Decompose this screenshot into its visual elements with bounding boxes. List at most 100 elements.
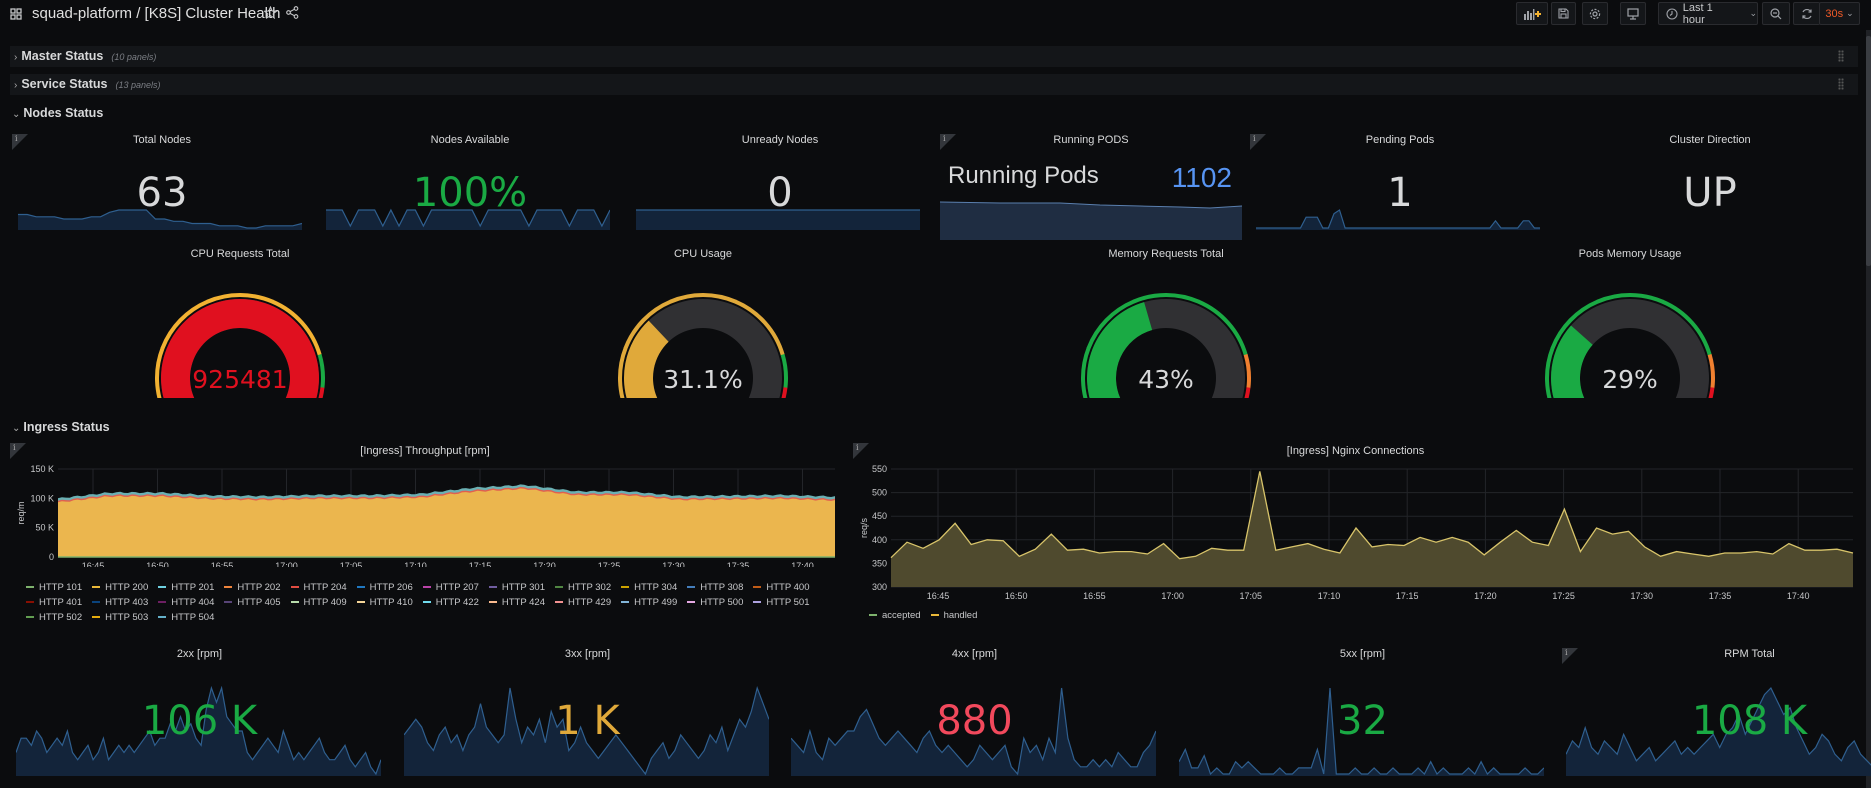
legend-swatch xyxy=(158,601,167,604)
legend-label: HTTP 404 xyxy=(171,597,215,608)
panel-nodes-available[interactable]: Nodes Available 100% xyxy=(320,134,620,234)
legend-item[interactable]: HTTP 409 xyxy=(290,595,347,610)
star-icon[interactable] xyxy=(264,6,277,19)
dashboard-title[interactable]: squad-platform / [K8S] Cluster Health xyxy=(32,5,281,22)
info-icon[interactable]: i xyxy=(853,443,869,459)
settings-button[interactable] xyxy=(1582,2,1608,25)
legend-item[interactable]: HTTP 204 xyxy=(290,580,347,595)
panel-pending-pods[interactable]: i Pending Pods 1 xyxy=(1250,134,1550,234)
refresh-interval-picker[interactable]: 30s ⌄ xyxy=(1819,2,1860,25)
legend-item[interactable]: HTTP 206 xyxy=(356,580,413,595)
legend-item[interactable]: HTTP 200 xyxy=(92,580,148,595)
legend-item[interactable]: HTTP 422 xyxy=(422,595,479,610)
legend-item[interactable]: accepted xyxy=(869,610,921,621)
legend-item[interactable]: HTTP 207 xyxy=(422,580,479,595)
legend-item[interactable]: HTTP 503 xyxy=(92,610,148,625)
page-scrollbar[interactable] xyxy=(1866,30,1871,788)
chevron-down-icon: ⌄ xyxy=(1846,8,1854,18)
y-tick-label: 550 xyxy=(872,464,887,474)
gauge-panel-pods-memory-usage[interactable]: Pods Memory Usage 29% xyxy=(1430,248,1830,398)
zoom-out-button[interactable] xyxy=(1762,2,1790,25)
gauge-value: 31.1% xyxy=(663,365,742,394)
legend-item[interactable]: HTTP 202 xyxy=(224,580,281,595)
panel-3xx-rpm-[interactable]: 3xx [rpm] 1 K xyxy=(400,648,775,778)
legend-label: HTTP 200 xyxy=(105,582,149,593)
throughput-chart[interactable]: 150 K 100 K 50 K 0 req/m 16:45 16:50 16:55 17:00… xyxy=(10,457,840,567)
gauge-panel-cpu-usage[interactable]: CPU Usage 31.1% xyxy=(503,248,903,398)
series-line-handled xyxy=(890,471,1854,560)
gauge-value: 43% xyxy=(1138,365,1194,394)
legend-label: HTTP 204 xyxy=(303,582,347,593)
legend-item[interactable]: HTTP 500 xyxy=(687,595,743,610)
info-icon[interactable]: i xyxy=(12,134,28,150)
legend-item[interactable]: HTTP 499 xyxy=(621,595,677,610)
gauge-threshold-segment xyxy=(669,293,737,304)
stat-sparkline xyxy=(16,686,381,776)
legend-item[interactable]: HTTP 101 xyxy=(26,580,82,595)
panel-rpm-total[interactable]: i RPM Total 108 K xyxy=(1562,648,1871,778)
panel-cluster-direction[interactable]: Cluster Direction UP xyxy=(1560,134,1860,234)
nginx-connections-chart[interactable]: 550 500 450 400 350 300 req/s 16:45 16:50 16:55 17… xyxy=(853,457,1858,617)
row-nodes-status[interactable]: ⌄ Nodes Status xyxy=(12,106,103,120)
refresh-icon xyxy=(1802,8,1812,19)
tv-mode-button[interactable] xyxy=(1620,2,1646,25)
panel-title: Unready Nodes xyxy=(741,134,819,146)
panel-5xx-rpm-[interactable]: 5xx [rpm] 32 xyxy=(1175,648,1550,778)
legend-item[interactable]: HTTP 410 xyxy=(356,595,413,610)
x-tick-label: 16:50 xyxy=(1005,591,1028,601)
legend-swatch xyxy=(26,586,34,589)
time-range-picker[interactable]: Last 1 hour ⌄ xyxy=(1658,2,1758,26)
info-icon[interactable]: i xyxy=(10,443,26,459)
legend-item[interactable]: HTTP 308 xyxy=(687,580,743,595)
stat-value: 0 xyxy=(767,170,793,216)
legend-item[interactable]: HTTP 429 xyxy=(555,595,611,610)
sparkline-line xyxy=(1179,687,1544,776)
panel-2xx-rpm-[interactable]: 2xx [rpm] 106 K xyxy=(12,648,387,778)
drag-handle-icon[interactable] xyxy=(1838,78,1844,90)
info-icon[interactable]: i xyxy=(1250,134,1266,150)
save-button[interactable] xyxy=(1551,2,1576,25)
legend-item[interactable]: HTTP 302 xyxy=(555,580,611,595)
legend-item[interactable]: handled xyxy=(930,610,977,621)
y-tick-label: 500 xyxy=(872,488,887,498)
apps-icon[interactable] xyxy=(10,8,22,20)
legend-item[interactable]: HTTP 501 xyxy=(753,595,810,610)
legend-item[interactable]: HTTP 404 xyxy=(158,595,214,610)
panel-total-nodes[interactable]: i Total Nodes 63 xyxy=(12,134,312,234)
legend-label: HTTP 429 xyxy=(568,597,612,608)
panel-4xx-rpm-[interactable]: 4xx [rpm] 880 xyxy=(787,648,1162,778)
gauge-panel-cpu-requests-total[interactable]: CPU Requests Total 925481 xyxy=(40,248,440,398)
add-panel-button[interactable] xyxy=(1516,2,1548,25)
legend-item[interactable]: HTTP 401 xyxy=(26,595,82,610)
panel-nginx-connections[interactable]: i [Ingress] Nginx Connections 550 500 450 4… xyxy=(853,443,1858,628)
legend-item[interactable]: HTTP 504 xyxy=(158,610,214,625)
legend-item[interactable]: HTTP 400 xyxy=(753,580,810,595)
x-tick-label: 17:10 xyxy=(1318,591,1341,601)
row-service-status[interactable]: › Service Status (13 panels) xyxy=(10,74,1858,95)
row-master-status[interactable]: › Master Status (10 panels) xyxy=(10,46,1858,67)
panel-throughput[interactable]: i [Ingress] Throughput [rpm] 150 K 100 K 5… xyxy=(10,443,840,628)
gauge-panel-memory-requests-total[interactable]: Memory Requests Total 43% xyxy=(966,248,1366,398)
legend-label: HTTP 302 xyxy=(568,582,612,593)
info-icon[interactable]: i xyxy=(940,134,956,150)
legend-item[interactable]: HTTP 405 xyxy=(224,595,281,610)
panel-unready-nodes[interactable]: Unready Nodes 0 xyxy=(630,134,930,234)
y-axis-label: req/m xyxy=(16,501,26,524)
refresh-button[interactable] xyxy=(1793,2,1820,25)
legend-item[interactable]: HTTP 502 xyxy=(26,610,82,625)
legend-item[interactable]: HTTP 403 xyxy=(92,595,148,610)
legend-item[interactable]: HTTP 424 xyxy=(488,595,545,610)
legend-swatch xyxy=(488,601,497,604)
legend-item[interactable]: HTTP 304 xyxy=(621,580,677,595)
panel-running-pods[interactable]: i Running PODS Running Pods 1102 xyxy=(940,134,1242,240)
info-icon[interactable]: i xyxy=(1562,648,1578,664)
x-tick-label: 17:40 xyxy=(1787,591,1810,601)
panel-title: Running PODS xyxy=(1053,134,1129,146)
legend-item[interactable]: HTTP 201 xyxy=(158,580,214,595)
save-icon xyxy=(1558,8,1569,19)
legend-item[interactable]: HTTP 301 xyxy=(488,580,545,595)
legend-label: HTTP 206 xyxy=(369,582,413,593)
row-ingress-status[interactable]: ⌄ Ingress Status xyxy=(12,420,110,434)
drag-handle-icon[interactable] xyxy=(1838,50,1844,62)
share-icon[interactable] xyxy=(286,6,299,19)
